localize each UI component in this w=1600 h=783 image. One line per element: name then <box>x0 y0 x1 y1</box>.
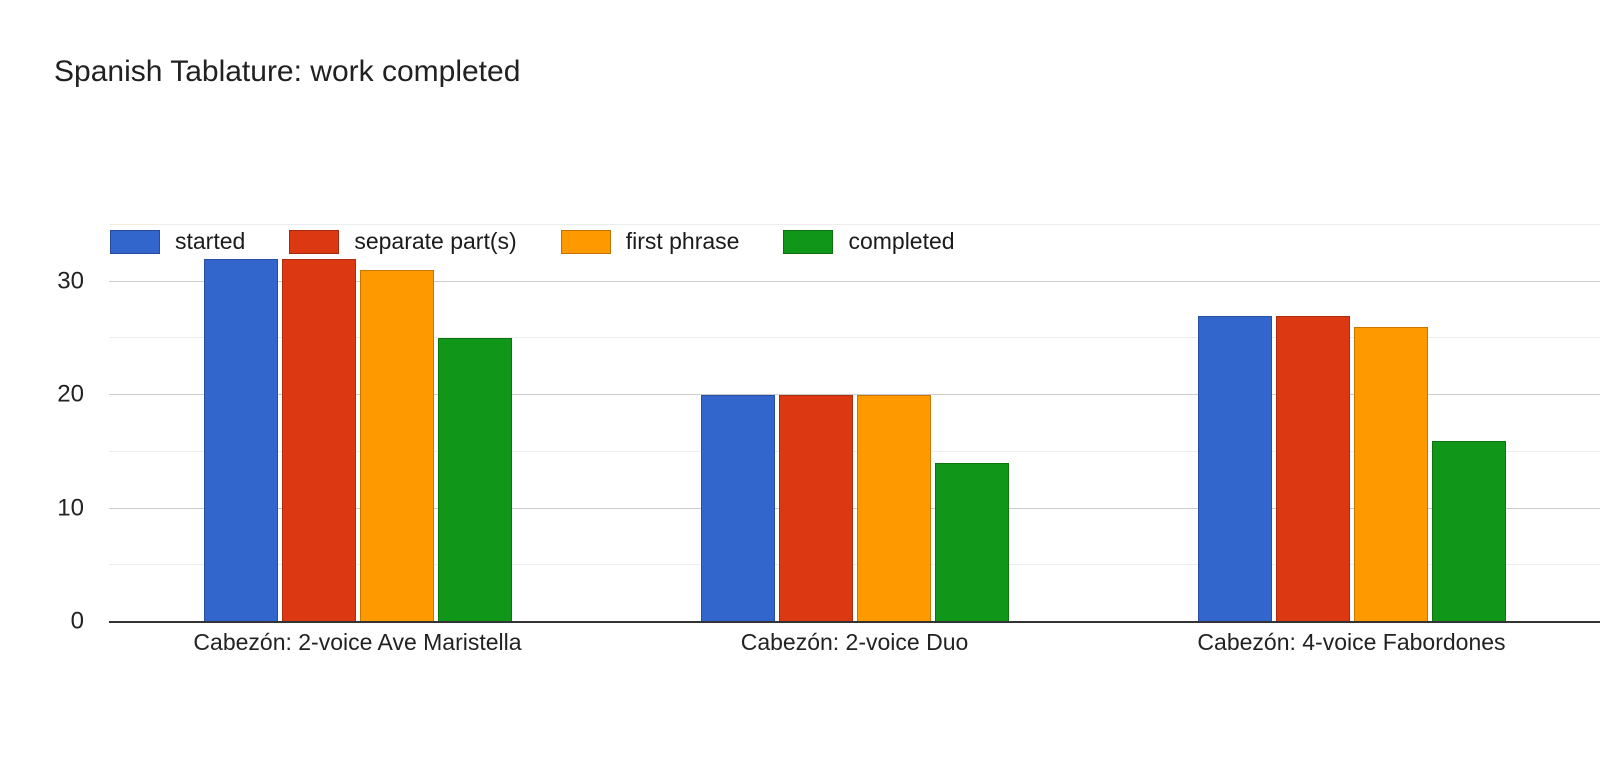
y-tick-label-20: 20 <box>57 380 84 408</box>
legend-label: first phrase <box>625 228 740 254</box>
legend: started separate part(s) first phrase compl… <box>110 228 955 255</box>
legend-item-first-phrase: first phrase <box>560 228 740 255</box>
bar-groups <box>109 225 1600 622</box>
x-category-label-2: Cabezón: 2-voice Duo <box>740 629 969 655</box>
minor-gridline-15 <box>109 450 1600 452</box>
legend-label: separate part(s) <box>354 228 517 254</box>
legend-swatch-icon <box>783 229 834 254</box>
bar-started-2 <box>700 395 775 622</box>
y-tick-label-30: 30 <box>57 267 84 295</box>
minor-gridline-35 <box>109 224 1600 225</box>
chart-title: Spanish Tablature: work completed <box>54 55 521 88</box>
bar-group-2 <box>606 225 1103 622</box>
minor-gridline-25 <box>109 337 1600 339</box>
legend-swatch-icon <box>560 229 611 254</box>
bar-completed-1 <box>437 338 512 622</box>
bar-first-phrase-2 <box>856 395 931 622</box>
bar-group-1 <box>109 225 606 622</box>
legend-item-completed: completed <box>783 228 955 255</box>
bar-started-1 <box>203 259 278 622</box>
bar-group-3 <box>1103 225 1600 622</box>
bar-separate-part-s--1 <box>281 259 356 622</box>
minor-gridline-5 <box>109 564 1600 566</box>
plot-area <box>109 224 1600 623</box>
bar-first-phrase-3 <box>1353 327 1428 622</box>
major-gridline-10 <box>109 507 1600 509</box>
x-axis-line <box>109 621 1600 623</box>
bar-started-3 <box>1197 315 1272 622</box>
legend-item-separate-part-s-: separate part(s) <box>289 228 517 255</box>
y-tick-label-0: 0 <box>70 607 84 635</box>
bar-separate-part-s--3 <box>1275 315 1350 622</box>
x-axis-category-labels: Cabezón: 2-voice Ave Maristella Cabezón: … <box>109 629 1600 656</box>
bar-completed-3 <box>1431 440 1506 622</box>
legend-label: completed <box>848 228 955 254</box>
y-tick-label-10: 10 <box>57 494 84 522</box>
bar-completed-2 <box>934 463 1009 622</box>
bar-separate-part-s--2 <box>778 395 853 622</box>
major-gridline-20 <box>109 394 1600 396</box>
y-axis-tick-labels: 0 10 20 30 <box>0 225 84 634</box>
legend-item-started: started <box>110 228 245 255</box>
legend-label: started <box>175 228 246 254</box>
major-gridline-30 <box>109 280 1600 282</box>
bar-first-phrase-1 <box>359 270 434 622</box>
x-category-label-3: Cabezón: 4-voice Fabordones <box>1197 629 1506 655</box>
x-category-label-1: Cabezón: 2-voice Ave Maristella <box>193 629 522 655</box>
legend-swatch-icon <box>289 229 340 254</box>
legend-swatch-icon <box>110 229 160 254</box>
